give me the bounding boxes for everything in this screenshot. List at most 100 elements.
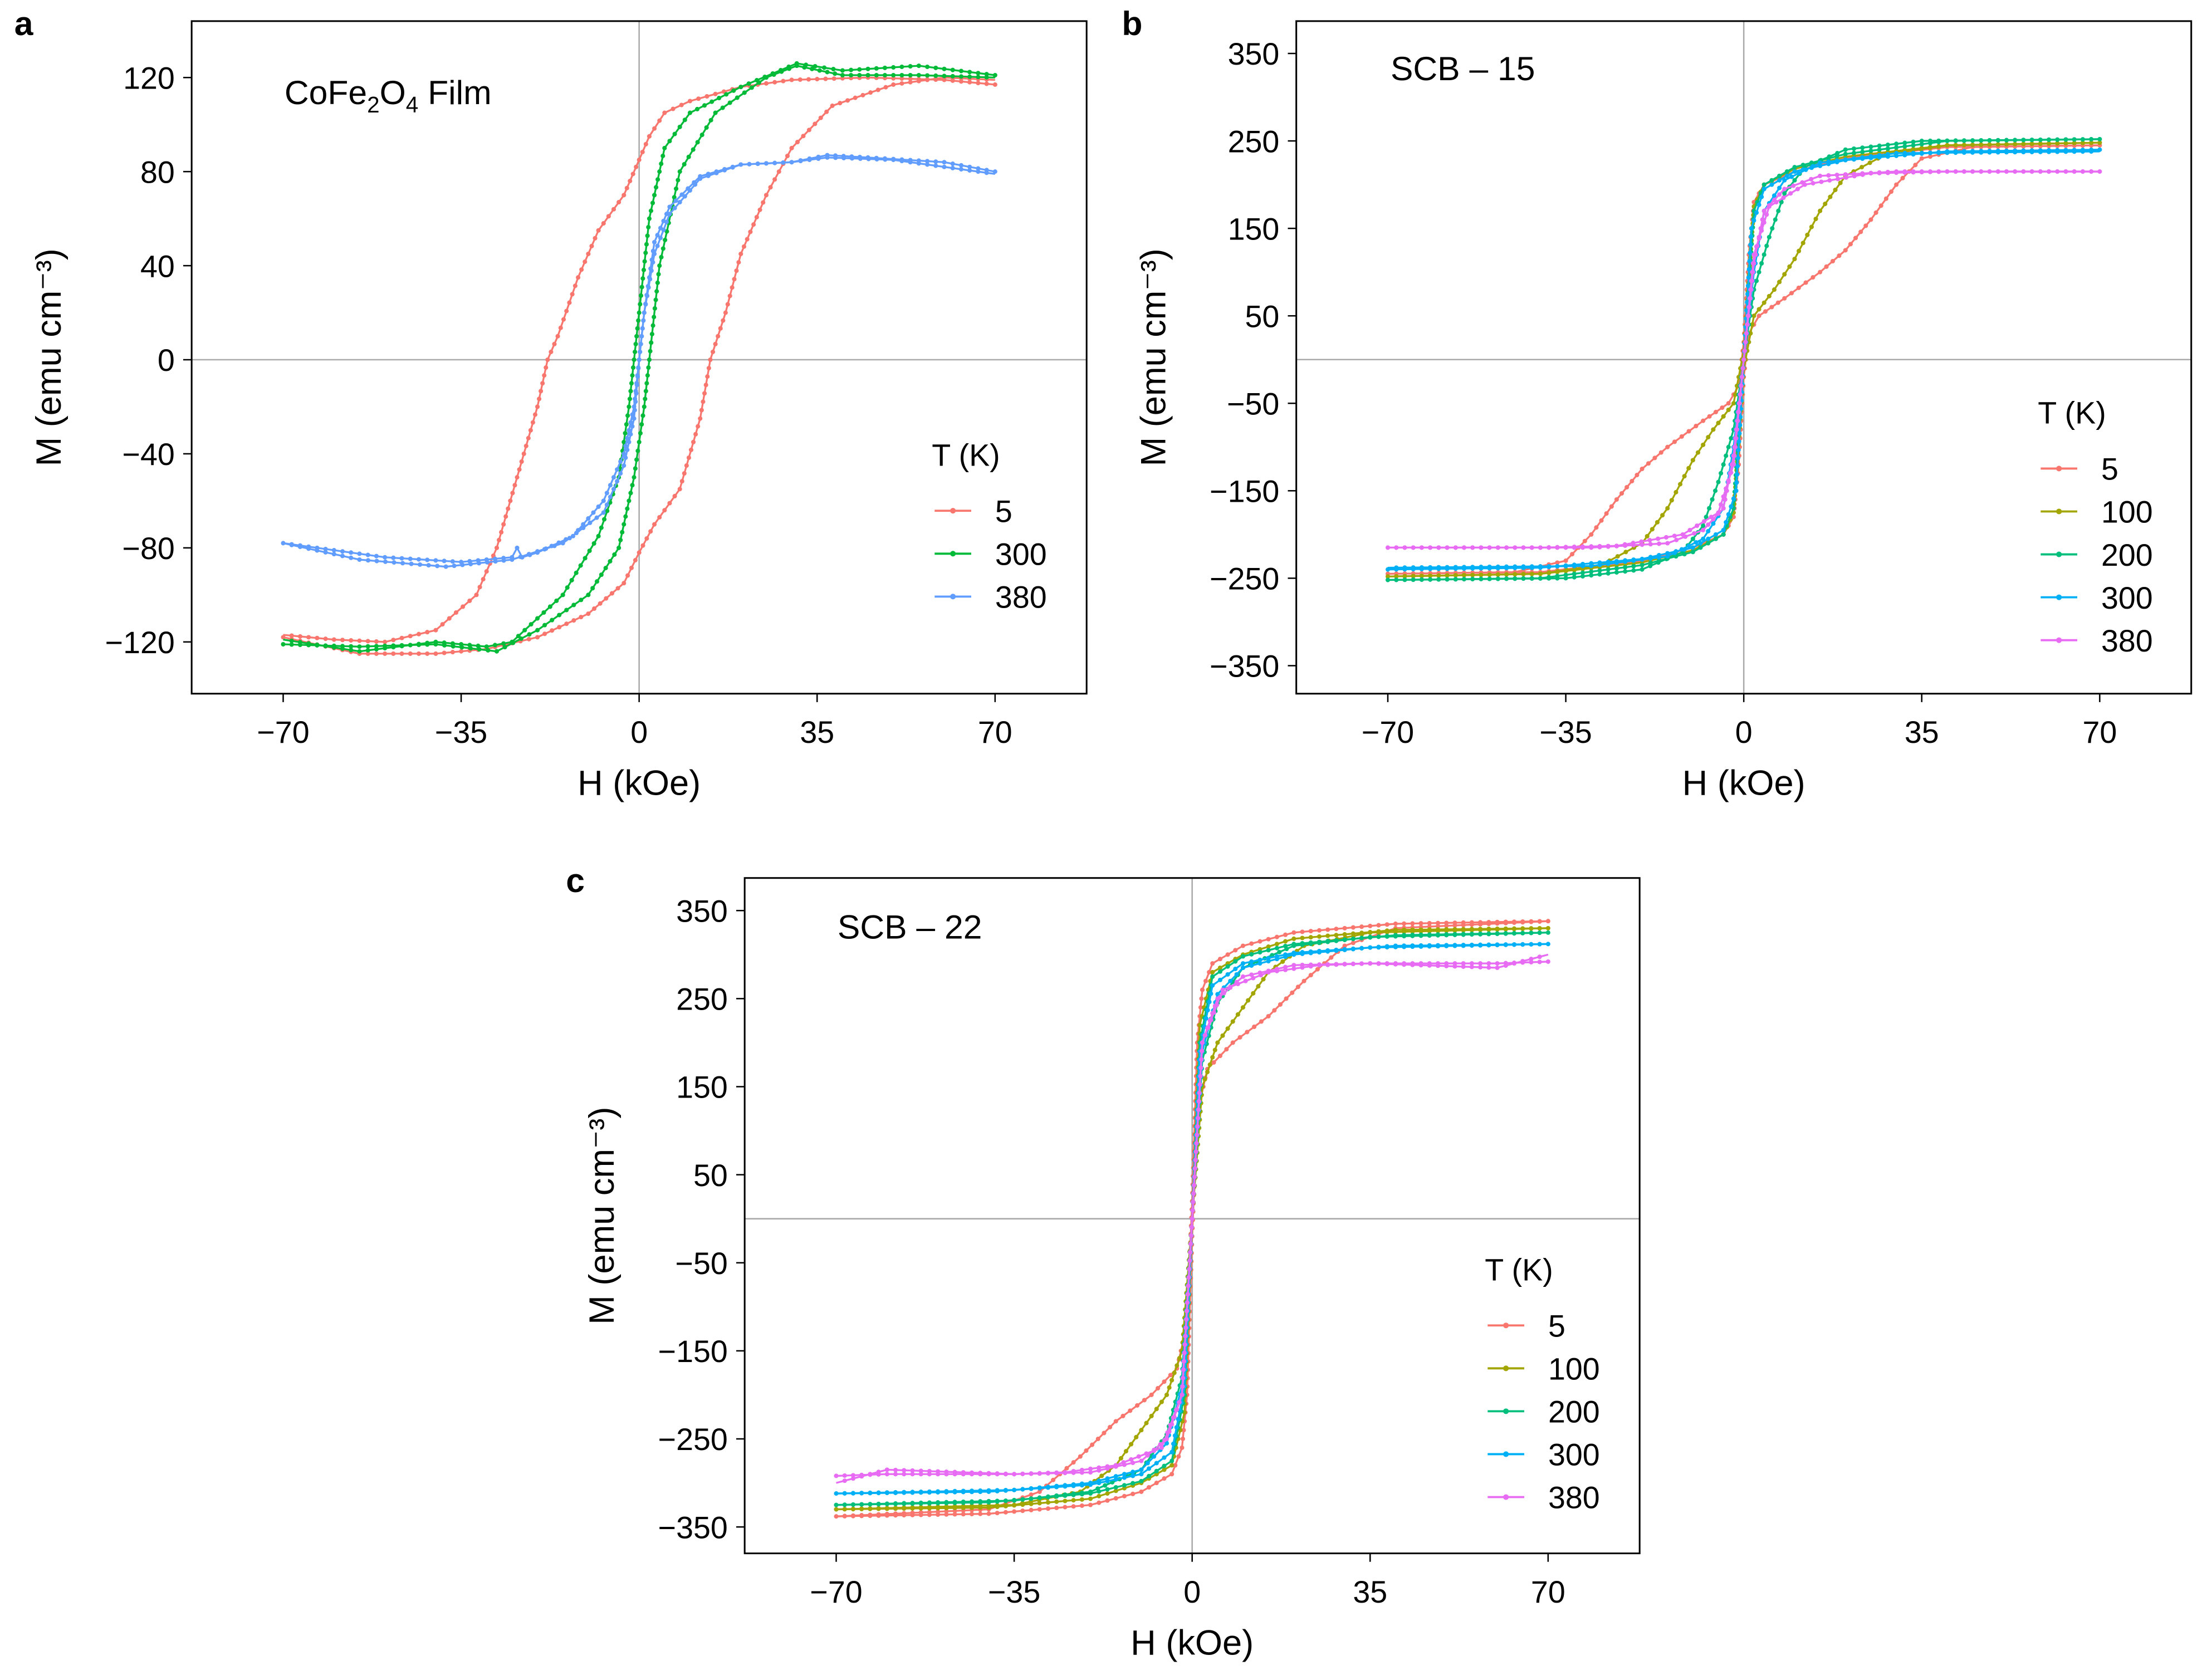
data-point [383, 643, 388, 648]
data-point [1215, 996, 1220, 1001]
data-point [806, 128, 811, 133]
data-point [1843, 147, 1848, 152]
data-point [1860, 171, 1865, 176]
data-point [365, 648, 370, 653]
data-point [1410, 944, 1415, 949]
data-point [1609, 504, 1614, 509]
data-point [1555, 574, 1560, 579]
data-point [660, 153, 665, 159]
data-point [1418, 933, 1423, 938]
data-point [306, 643, 311, 648]
data-point [1121, 1460, 1126, 1465]
data-point [1300, 929, 1305, 934]
data-point [349, 644, 354, 649]
data-point [876, 1502, 881, 1507]
data-point [634, 383, 639, 388]
data-point [961, 1512, 966, 1517]
data-point [1012, 1509, 1017, 1514]
data-point [2055, 141, 2060, 146]
data-point [969, 1472, 975, 1477]
data-point [1171, 1441, 1176, 1446]
data-point [1486, 943, 1491, 948]
data-point [850, 1491, 856, 1496]
data-point [1208, 991, 1213, 996]
data-point [1188, 1250, 1193, 1255]
data-point [1164, 1441, 1169, 1446]
data-point [992, 82, 997, 87]
data-point [1520, 930, 1525, 935]
data-point [1622, 542, 1627, 547]
data-point [1707, 506, 1712, 511]
data-point [813, 121, 818, 126]
data-point [1177, 1356, 1182, 1361]
data-point [1750, 278, 1755, 283]
data-point [1623, 550, 1628, 555]
data-point [1283, 964, 1288, 969]
data-point [1020, 1502, 1025, 1507]
data-point [596, 228, 601, 233]
data-point [1698, 545, 1703, 550]
data-point [365, 558, 371, 563]
data-point [1359, 946, 1364, 951]
data-point [1495, 545, 1500, 550]
data-point [1537, 954, 1542, 959]
data-point [1766, 293, 1772, 298]
x-tick-label: 0 [1735, 715, 1753, 750]
data-point [1394, 567, 1399, 572]
data-point [530, 420, 535, 425]
data-point [1251, 991, 1256, 996]
x-tick-label: −35 [988, 1575, 1040, 1609]
data-point [918, 1468, 923, 1473]
data-point [474, 592, 479, 597]
x-tick-label: 35 [1353, 1575, 1387, 1609]
data-point [815, 77, 820, 82]
data-point [2029, 169, 2034, 174]
data-point [589, 243, 594, 248]
data-point [528, 622, 534, 627]
data-point [1572, 562, 1577, 567]
data-point [969, 1511, 975, 1516]
data-point [1704, 515, 1709, 520]
data-point [1746, 275, 1751, 280]
data-point [1726, 401, 1731, 406]
data-point [708, 117, 713, 123]
data-point [1230, 1040, 1235, 1045]
data-point [1079, 1497, 1084, 1502]
data-point [918, 1472, 923, 1477]
data-point [978, 1472, 983, 1477]
data-point [1131, 1491, 1136, 1496]
data-point [725, 302, 730, 307]
data-point [599, 525, 604, 530]
data-point [679, 102, 684, 107]
data-point [976, 75, 981, 80]
data-point [1317, 928, 1322, 933]
data-point [639, 422, 644, 427]
data-point [1452, 923, 1457, 928]
data-point [701, 399, 706, 404]
series-380K [281, 153, 997, 569]
data-point [918, 1512, 923, 1517]
data-point [2004, 138, 2009, 143]
data-point [703, 383, 708, 388]
data-point [646, 224, 651, 230]
data-point [850, 1507, 856, 1512]
data-point [1199, 996, 1204, 1001]
legend-item: 380 [2040, 624, 2153, 658]
data-point [1419, 577, 1424, 582]
data-point [682, 471, 687, 476]
data-point [830, 103, 835, 108]
data-point [1751, 261, 1756, 266]
x-tick-label: 70 [1531, 1575, 1565, 1609]
data-point [1145, 1461, 1150, 1466]
data-point [1710, 497, 1715, 502]
data-point [1818, 173, 1823, 178]
data-point [1756, 314, 1761, 319]
data-point [349, 555, 354, 560]
data-point [691, 147, 696, 152]
data-point [1105, 1491, 1110, 1496]
data-point [1174, 1425, 1179, 1430]
data-point [340, 554, 345, 559]
data-point [1210, 1055, 1215, 1060]
data-point [1520, 959, 1525, 964]
data-point [667, 139, 672, 144]
